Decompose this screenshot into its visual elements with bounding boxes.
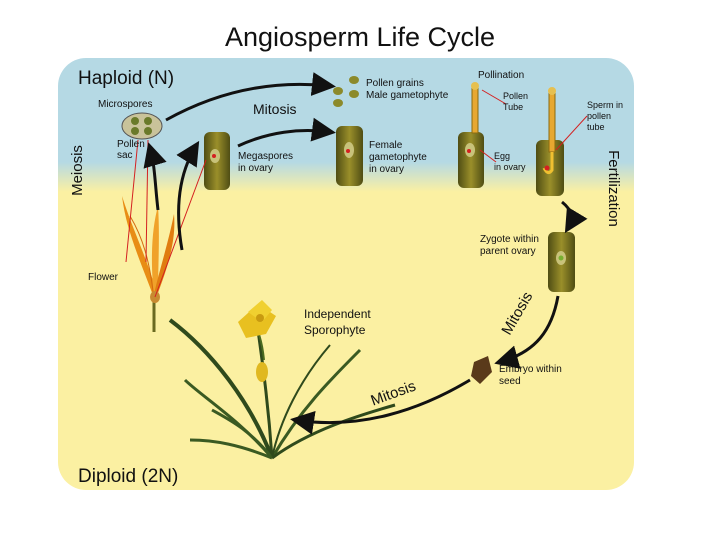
megaspore-ovary-icon	[204, 132, 230, 190]
arrow-flower-to-microspore	[143, 142, 167, 211]
megaspores-label-1: Megaspores	[238, 151, 294, 162]
pollen-tube-label-1: Pollen	[503, 91, 529, 101]
meiosis-label: Meiosis	[68, 145, 86, 196]
embryo-label-2: seed	[499, 376, 521, 387]
sperm-label-3: tube	[587, 122, 605, 132]
zygote-label-2: parent ovary	[480, 246, 536, 257]
flower-label: Flower	[88, 272, 119, 283]
pointer-lines	[125, 89, 588, 298]
arrow-embryo-to-sporophyte	[290, 378, 471, 435]
pollen-grains-icon	[333, 76, 359, 107]
cycle-arrows	[143, 72, 588, 435]
female-gametophyte-label-1: Female	[369, 140, 403, 151]
egg-label-1: Egg	[494, 151, 511, 161]
megaspores-label-2: in ovary	[238, 163, 274, 174]
female-gametophyte-label-3: in ovary	[369, 164, 405, 175]
pollen-sac-label-1: Pollen	[117, 139, 145, 150]
arrow-megaspore-to-female	[237, 117, 336, 148]
pollen-sac-label-2: sac	[117, 150, 133, 161]
egg-label-2: in ovary	[494, 162, 526, 172]
seed-icon	[471, 356, 492, 384]
haploid-label: Haploid (N)	[78, 68, 175, 89]
pollination-ovary-icon	[458, 82, 484, 188]
flower-icon	[122, 196, 175, 332]
arrow-microspore-to-pollen	[165, 72, 336, 122]
female-gametophyte-ovary-icon	[336, 126, 363, 186]
fertilization-label: Fertilization	[604, 150, 622, 227]
pollination-label: Pollination	[478, 70, 525, 81]
pollen-tube-label-2: Tube	[503, 102, 524, 112]
sporophyte-label-2: Sporophyte	[304, 323, 366, 337]
diploid-label: Diploid (2N)	[78, 466, 179, 487]
mitosis-top-label: Mitosis	[253, 101, 297, 117]
sporophyte-plant-icon	[168, 300, 396, 460]
microspores-label: Microspores	[98, 99, 153, 110]
sperm-label-1: Sperm in	[587, 100, 624, 110]
page-title: Angiosperm Life Cycle	[224, 22, 496, 52]
pollen-grains-label-2: Male gametophyte	[366, 90, 449, 101]
embryo-label-1: Embryo within	[499, 364, 562, 375]
fertilization-ovary-icon	[536, 87, 564, 196]
arrow-flower-to-megaspore	[176, 140, 200, 251]
arrow-zygote-to-embryo	[494, 295, 560, 369]
sperm-label-2: pollen	[587, 111, 612, 121]
sporophyte-label-1: Independent	[304, 307, 371, 321]
zygote-ovary-icon	[548, 232, 575, 292]
zygote-label-1: Zygote within	[480, 234, 539, 245]
pollen-sac-icon	[121, 112, 163, 140]
arrow-fertilization-to-zygote	[561, 200, 588, 234]
female-gametophyte-label-2: gametophyte	[369, 152, 427, 163]
pollen-grains-label-1: Pollen grains	[366, 78, 424, 89]
